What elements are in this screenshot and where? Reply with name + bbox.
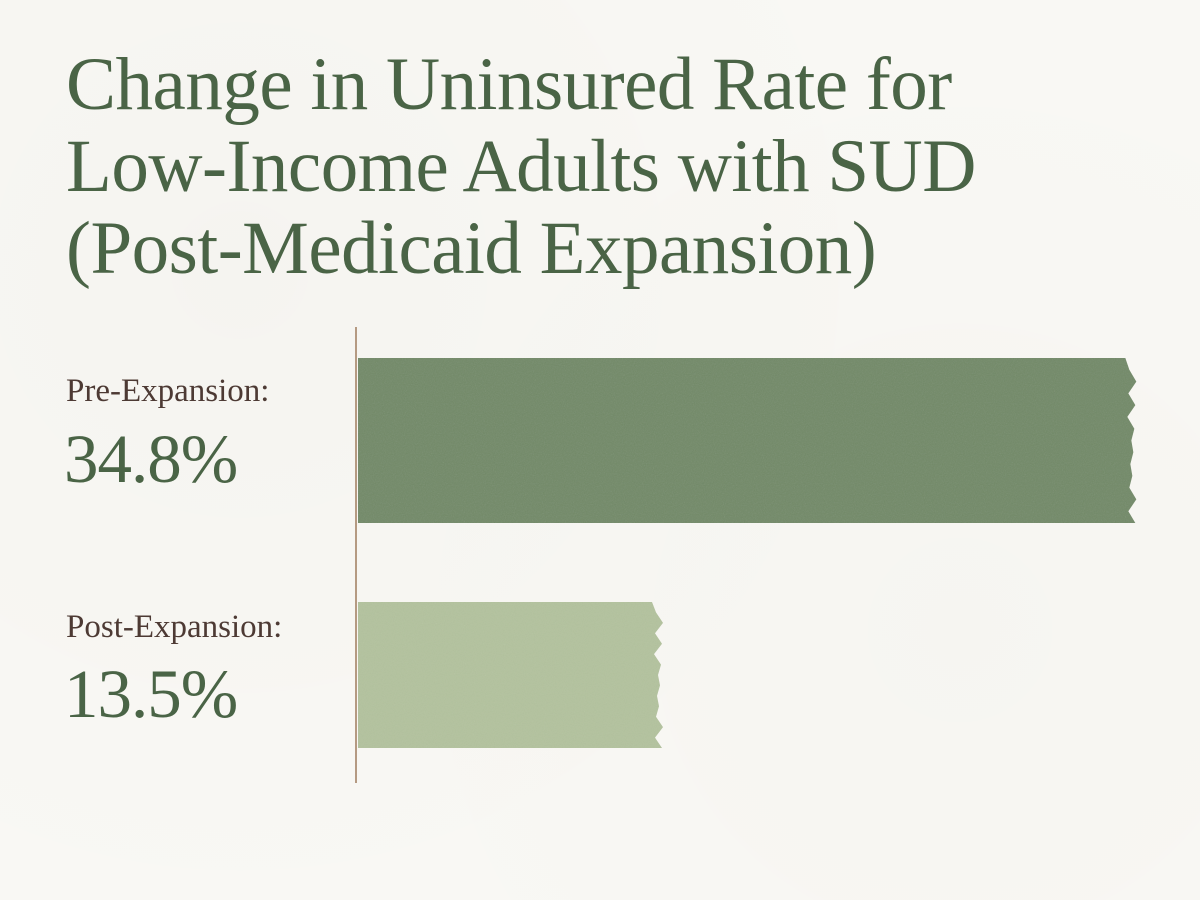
- bar-post-expansion: [358, 602, 663, 748]
- bar-pre-expansion: [358, 358, 1137, 523]
- title-line-1: Change in Uninsured Rate for: [66, 43, 952, 126]
- title-line-2: Low-Income Adults with SUD: [66, 125, 976, 208]
- title-line-3: (Post-Medicaid Expansion): [66, 207, 877, 290]
- row-value-pre-expansion: 34.8%: [64, 421, 238, 497]
- row-value-post-expansion: 13.5%: [64, 656, 238, 732]
- chart-title: Change in Uninsured Rate for Low-Income …: [66, 44, 1146, 290]
- row-label-post-expansion: Post-Expansion:: [66, 609, 283, 645]
- row-label-pre-expansion: Pre-Expansion:: [66, 373, 270, 409]
- category-axis-line: [355, 327, 357, 783]
